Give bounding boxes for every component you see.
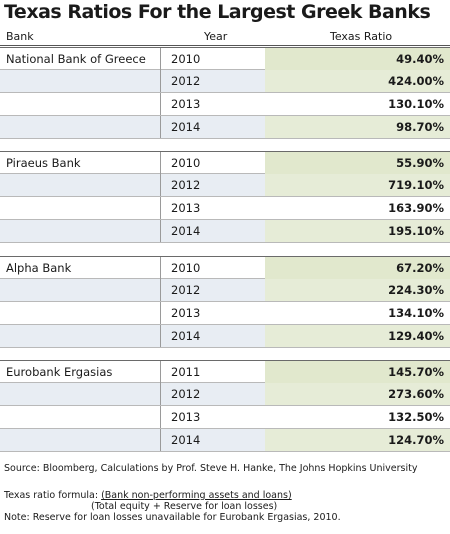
texas-ratio-cell: 130.10%	[388, 97, 444, 111]
column-header-bank: Bank	[6, 30, 34, 43]
year-cell: 2010	[160, 257, 265, 279]
texas-ratio-cell: 163.90%	[388, 201, 444, 215]
table-row: Eurobank Ergasias 2011 145.70%	[0, 360, 450, 383]
year-cell: 2012	[160, 70, 265, 92]
year-cell: 2012	[160, 383, 265, 405]
table-row: 2014 98.70%	[0, 116, 450, 139]
year-cell: 2010	[160, 48, 265, 70]
bank-cell: Piraeus Bank	[6, 156, 81, 170]
texas-ratio-cell: 134.10%	[388, 306, 444, 320]
table-row: 2014 124.70%	[0, 429, 450, 452]
bank-cell	[0, 70, 160, 92]
bank-cell: Alpha Bank	[6, 261, 72, 275]
table-row: 2014 195.10%	[0, 220, 450, 243]
bank-cell	[0, 429, 160, 451]
texas-ratio-cell: 124.70%	[265, 429, 450, 451]
texas-ratio-cell: 145.70%	[265, 361, 450, 383]
bank-group: Alpha Bank 2010 67.20% 2012 224.30% 2013 134.1…	[0, 256, 450, 348]
bank-cell	[0, 116, 160, 138]
column-header-year: Year	[204, 30, 228, 43]
texas-ratio-cell: 224.30%	[265, 279, 450, 301]
year-cell: 2013	[160, 93, 265, 115]
texas-ratio-cell: 195.10%	[265, 220, 450, 242]
texas-ratio-cell: 424.00%	[265, 70, 450, 92]
year-cell: 2013	[160, 197, 265, 219]
bank-cell	[0, 383, 160, 405]
bank-cell	[0, 197, 160, 219]
bank-cell	[0, 220, 160, 242]
table-row: National Bank of Greece 2010 49.40%	[0, 47, 450, 70]
table-row: 2012 719.10%	[0, 174, 450, 197]
year-cell: 2013	[160, 406, 265, 428]
bank-cell	[0, 93, 160, 115]
texas-ratio-cell: 132.50%	[388, 410, 444, 424]
texas-ratio-cell: 719.10%	[265, 174, 450, 196]
column-header-texas-ratio: Texas Ratio	[330, 30, 393, 43]
table-row: 2013 134.10%	[0, 302, 450, 325]
year-cell: 2014	[160, 116, 265, 138]
bank-group: National Bank of Greece 2010 49.40% 2012 424…	[0, 47, 450, 139]
table-row: 2013 130.10%	[0, 93, 450, 116]
table-header: Bank Year Texas Ratio	[0, 29, 450, 46]
bank-cell	[0, 406, 160, 428]
texas-ratio-cell: 55.90%	[265, 152, 450, 174]
year-cell: 2012	[160, 174, 265, 196]
table-row: 2012 424.00%	[0, 70, 450, 93]
bank-cell	[0, 325, 160, 347]
formula-denominator: (Total equity + Reserve for loan losses)	[91, 501, 278, 512]
year-cell: 2013	[160, 302, 265, 324]
year-cell: 2012	[160, 279, 265, 301]
bank-cell: Eurobank Ergasias	[6, 365, 113, 379]
formula-line: Texas ratio formula: (Bank non-performin…	[4, 490, 446, 501]
bank-cell	[0, 279, 160, 301]
texas-ratio-cell: 67.20%	[265, 257, 450, 279]
texas-ratio-cell: 98.70%	[265, 116, 450, 138]
source-note: Source: Bloomberg, Calculations by Prof.…	[4, 463, 418, 474]
year-cell: 2010	[160, 152, 265, 174]
bank-cell: National Bank of Greece	[6, 52, 146, 66]
year-cell: 2014	[160, 429, 265, 451]
texas-ratio-cell: 49.40%	[265, 48, 450, 70]
formula-label: Texas ratio formula:	[4, 490, 102, 501]
bank-cell	[0, 174, 160, 196]
texas-ratio-cell: 273.60%	[265, 383, 450, 405]
year-cell: 2011	[160, 361, 265, 383]
table-row: Piraeus Bank 2010 55.90%	[0, 151, 450, 174]
bank-group: Eurobank Ergasias 2011 145.70% 2012 273.60% 2…	[0, 360, 450, 452]
table-row: 2012 224.30%	[0, 279, 450, 302]
year-cell: 2014	[160, 325, 265, 347]
texas-ratio-cell: 129.40%	[265, 325, 450, 347]
formula-numerator: (Bank non-performing assets and loans)	[101, 490, 292, 501]
table-row: 2013 132.50%	[0, 406, 450, 429]
year-cell: 2014	[160, 220, 265, 242]
chart-title: Texas Ratios For the Largest Greek Banks	[4, 1, 431, 23]
table-row: 2013 163.90%	[0, 197, 450, 220]
table-row: 2012 273.60%	[0, 383, 450, 406]
bank-group: Piraeus Bank 2010 55.90% 2012 719.10% 2013 163…	[0, 151, 450, 243]
table-row: Alpha Bank 2010 67.20%	[0, 256, 450, 279]
footnote: Note: Reserve for loan losses unavailabl…	[4, 512, 341, 523]
table-row: 2014 129.40%	[0, 325, 450, 348]
bank-cell	[0, 302, 160, 324]
